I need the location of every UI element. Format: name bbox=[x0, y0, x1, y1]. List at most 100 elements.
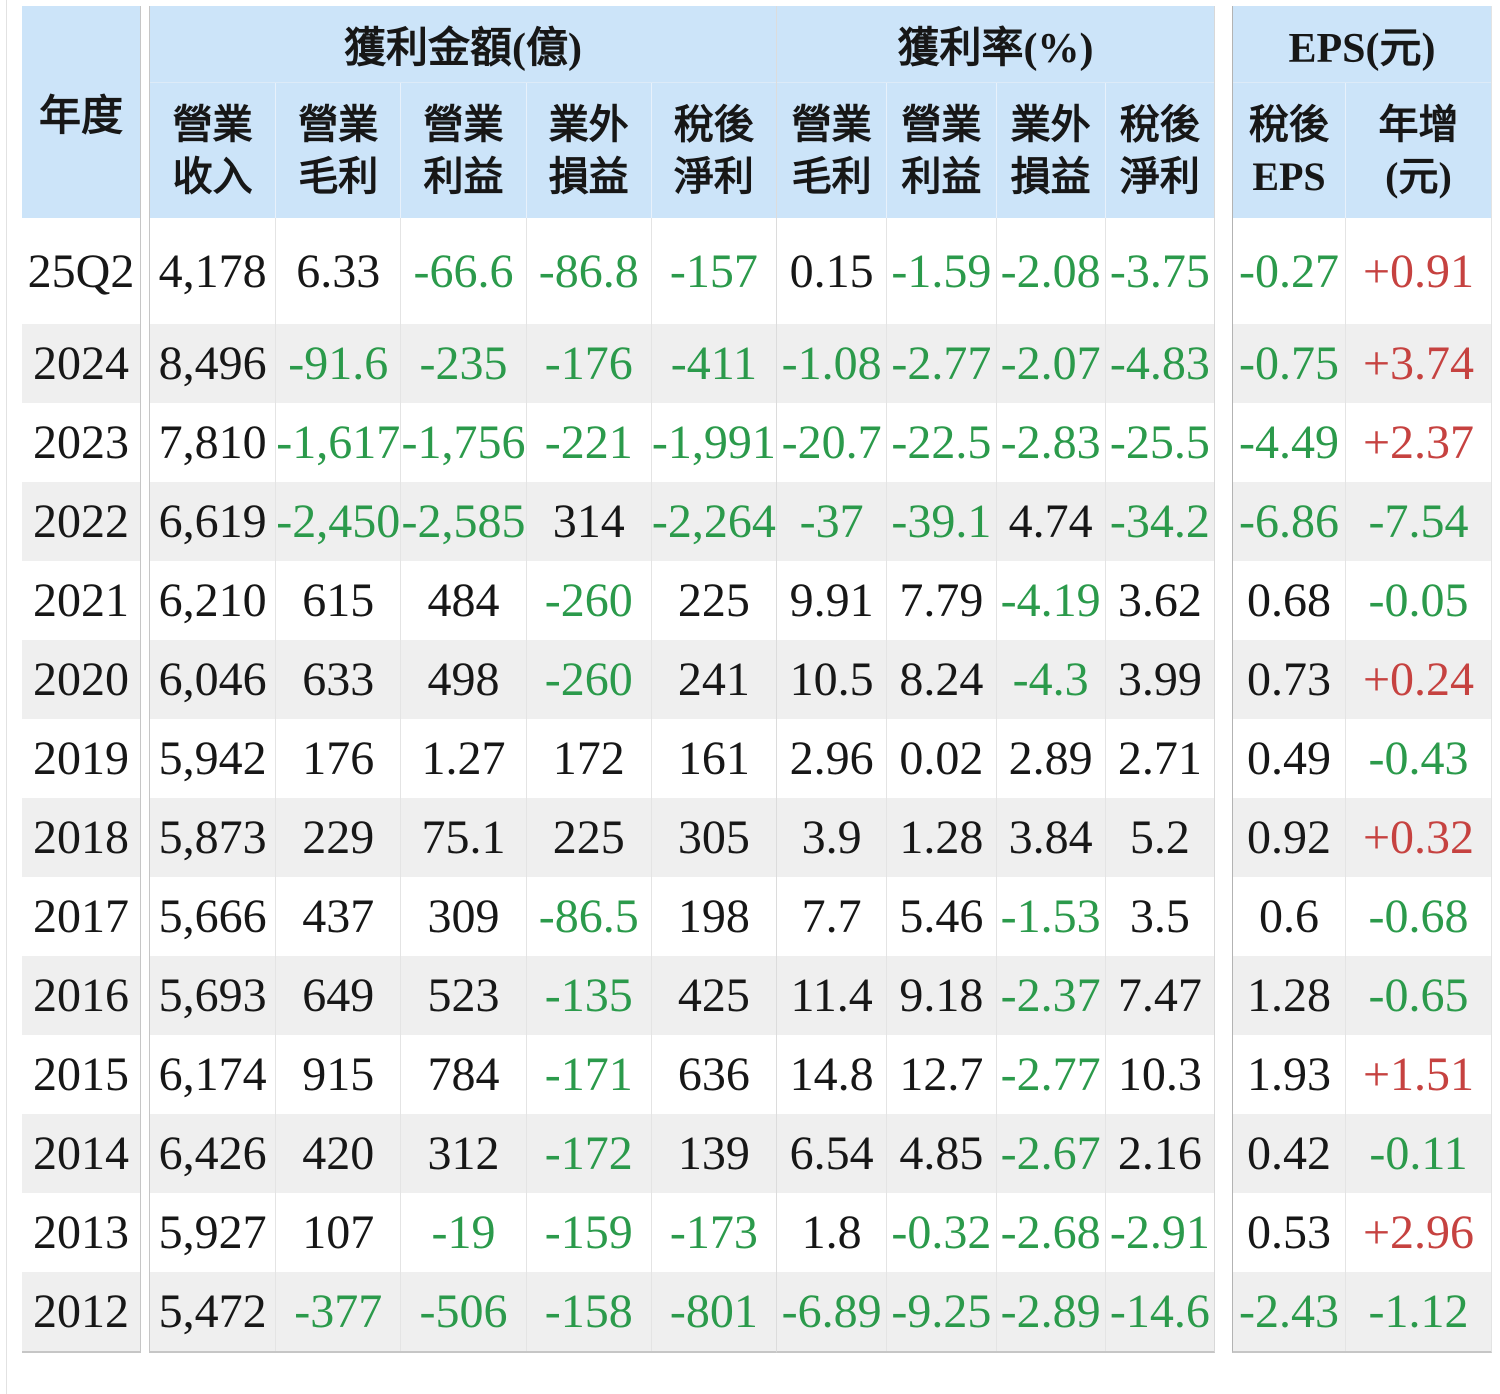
data-cell-rates-3: 5.2 bbox=[1104, 798, 1214, 877]
data-cell-eps-0: 0.6 bbox=[1259, 890, 1319, 943]
data-cell-eps-0: -2.43 bbox=[1239, 1285, 1339, 1338]
table-row-amounts-2016: 5,693 649 523 -135 425 bbox=[150, 956, 776, 1035]
table-row-amounts-2018: 5,873 229 75.1 225 305 bbox=[150, 798, 776, 877]
profit-rate-subheaders: 營業 毛利 營業 利益 業外 損益 稅後 淨利 bbox=[777, 83, 1214, 218]
year-cell-2022: 2022 bbox=[22, 482, 140, 561]
data-cell-rates-2: -2.37 bbox=[995, 956, 1105, 1035]
data-cell-rates-0: 3.9 bbox=[801, 811, 862, 864]
data-cell-rates-2: -2.68 bbox=[995, 1193, 1105, 1272]
data-cell-eps-0: 0.68 bbox=[1247, 574, 1331, 627]
data-cell-eps-0: -6.86 bbox=[1239, 495, 1339, 548]
data-cell-eps-1: -0.05 bbox=[1345, 561, 1491, 640]
data-cell-rates-0: 6.54 bbox=[789, 1127, 874, 1180]
data-cell-rates-2: -2.67 bbox=[995, 1114, 1105, 1193]
data-cell-eps-1: -7.54 bbox=[1345, 482, 1491, 561]
table-row-amounts-2014: 6,426 420 312 -172 139 bbox=[150, 1114, 776, 1193]
data-cell-eps-1: +2.96 bbox=[1345, 1193, 1491, 1272]
data-cell-amounts-3: -260 bbox=[525, 561, 651, 640]
data-cell-rates-0: 0.15 bbox=[789, 244, 874, 298]
data-cell-amounts-1: 6.33 bbox=[275, 218, 400, 324]
data-cell-rates-0: 11.4 bbox=[790, 969, 873, 1022]
table-row-eps-2022: -6.86 -7.54 bbox=[1233, 482, 1491, 561]
data-cell-eps-1: +2.37 bbox=[1345, 403, 1491, 482]
data-cell-amounts-1: -377 bbox=[275, 1272, 400, 1351]
data-cell-rates-0: -37 bbox=[799, 495, 864, 548]
table-row-rates-2017: 7.7 5.46 -1.53 3.5 bbox=[777, 877, 1214, 956]
subheader-eps-1: 年增 (元) bbox=[1345, 83, 1491, 218]
data-cell-eps-1: -1.12 bbox=[1345, 1272, 1491, 1351]
eps-section: EPS(元) 稅後 EPS 年增 (元) -0.27 +0.91 -0.75 +3.74… bbox=[1232, 6, 1492, 1353]
table-row-eps-2015: 1.93 +1.51 bbox=[1233, 1035, 1491, 1114]
data-cell-rates-2: -4.3 bbox=[995, 640, 1105, 719]
profit-rate-section: 獲利率(%) 營業 毛利 營業 利益 業外 損益 稅後 淨利 0.15 -1.59 -2.… bbox=[776, 6, 1215, 1353]
data-cell-amounts-1: 437 bbox=[275, 877, 400, 956]
profit-rate-rows: 0.15 -1.59 -2.08 -3.75 -1.08 -2.77 -2.07 -4.83-… bbox=[777, 218, 1214, 1351]
data-cell-eps-0: -4.49 bbox=[1239, 416, 1339, 469]
year-cell-2018: 2018 bbox=[22, 798, 140, 877]
table-row-amounts-2024: 8,496 -91.6 -235 -176 -411 bbox=[150, 324, 776, 403]
eps-subheaders: 稅後 EPS 年增 (元) bbox=[1233, 83, 1491, 218]
table-row-amounts-2022: 6,619 -2,450 -2,585 314 -2,264 bbox=[150, 482, 776, 561]
year-column-section: 年度 25Q2 2024 2023 2022 2021 2020 2019 2018 2017 2… bbox=[22, 6, 141, 1353]
eps-group-header: EPS(元) bbox=[1233, 6, 1491, 83]
data-cell-amounts-2: -1,756 bbox=[400, 403, 525, 482]
data-cell-rates-3: 10.3 bbox=[1104, 1035, 1214, 1114]
table-row-eps-2018: 0.92 +0.32 bbox=[1233, 798, 1491, 877]
data-cell-rates-1: 8.24 bbox=[886, 640, 995, 719]
data-cell-eps-1: -0.65 bbox=[1345, 956, 1491, 1035]
table-row-rates-2016: 11.4 9.18 -2.37 7.47 bbox=[777, 956, 1214, 1035]
data-cell-amounts-2: 312 bbox=[400, 1114, 525, 1193]
data-cell-rates-0: -6.89 bbox=[781, 1285, 882, 1338]
table-row-amounts-2021: 6,210 615 484 -260 225 bbox=[150, 561, 776, 640]
data-cell-amounts-1: 229 bbox=[275, 798, 400, 877]
year-cell-2017: 2017 bbox=[22, 877, 140, 956]
data-cell-amounts-3: 172 bbox=[525, 719, 651, 798]
data-cell-amounts-1: -91.6 bbox=[275, 324, 400, 403]
table-row-rates-2019: 2.96 0.02 2.89 2.71 bbox=[777, 719, 1214, 798]
subheader-rates-0: 營業 毛利 bbox=[791, 101, 872, 199]
data-cell-amounts-1: 615 bbox=[275, 561, 400, 640]
data-cell-rates-3: -14.6 bbox=[1104, 1272, 1214, 1351]
data-cell-rates-1: 1.28 bbox=[886, 798, 995, 877]
subheader-rates-2: 業外 損益 bbox=[995, 83, 1105, 218]
data-cell-amounts-3: -172 bbox=[525, 1114, 651, 1193]
data-cell-amounts-3: 225 bbox=[525, 798, 651, 877]
profit-amount-group-header: 獲利金額(億) bbox=[150, 6, 776, 83]
table-row-rates-2022: -37 -39.1 4.74 -34.2 bbox=[777, 482, 1214, 561]
data-cell-amounts-2: 484 bbox=[400, 561, 525, 640]
year-cell-2016: 2016 bbox=[22, 956, 140, 1035]
data-cell-eps-0: -0.75 bbox=[1239, 337, 1339, 390]
data-cell-amounts-4: -801 bbox=[650, 1272, 776, 1351]
data-cell-rates-1: 4.85 bbox=[886, 1114, 995, 1193]
table-row-amounts-2017: 5,666 437 309 -86.5 198 bbox=[150, 877, 776, 956]
year-cell-2015: 2015 bbox=[22, 1035, 140, 1114]
data-cell-eps-1: -0.43 bbox=[1345, 719, 1491, 798]
data-cell-rates-3: -34.2 bbox=[1104, 482, 1214, 561]
data-cell-rates-1: -9.25 bbox=[886, 1272, 995, 1351]
profit-amount-subheaders: 營業 收入 營業 毛利 營業 利益 業外 損益 稅後 淨利 bbox=[150, 83, 776, 218]
table-row-eps-2017: 0.6 -0.68 bbox=[1233, 877, 1491, 956]
data-cell-rates-3: 3.62 bbox=[1104, 561, 1214, 640]
year-cell-2019: 2019 bbox=[22, 719, 140, 798]
table-row-eps-2021: 0.68 -0.05 bbox=[1233, 561, 1491, 640]
data-cell-rates-0: -20.7 bbox=[781, 416, 882, 469]
data-cell-amounts-3: -260 bbox=[525, 640, 651, 719]
table-row-eps-25Q2: -0.27 +0.91 bbox=[1233, 218, 1491, 324]
data-cell-eps-0: 0.42 bbox=[1247, 1127, 1331, 1180]
table-row-eps-2020: 0.73 +0.24 bbox=[1233, 640, 1491, 719]
data-cell-amounts-2: -19 bbox=[400, 1193, 525, 1272]
data-cell-eps-1: +0.91 bbox=[1345, 218, 1491, 324]
year-rows: 25Q2 2024 2023 2022 2021 2020 2019 2018 2017 2016… bbox=[22, 218, 140, 1351]
data-cell-eps-0: 1.28 bbox=[1247, 969, 1331, 1022]
data-cell-amounts-1: 176 bbox=[275, 719, 400, 798]
data-cell-amounts-4: -1,991 bbox=[650, 403, 776, 482]
data-cell-amounts-3: -159 bbox=[525, 1193, 651, 1272]
data-cell-rates-3: -25.5 bbox=[1104, 403, 1214, 482]
year-cell-2012: 2012 bbox=[22, 1272, 140, 1351]
data-cell-amounts-4: -2,264 bbox=[650, 482, 776, 561]
table-row-amounts-2013: 5,927 107 -19 -159 -173 bbox=[150, 1193, 776, 1272]
data-cell-amounts-4: 425 bbox=[650, 956, 776, 1035]
data-cell-amounts-1: 633 bbox=[275, 640, 400, 719]
subheader-rates-3: 稅後 淨利 bbox=[1104, 83, 1214, 218]
data-cell-eps-1: +0.24 bbox=[1345, 640, 1491, 719]
